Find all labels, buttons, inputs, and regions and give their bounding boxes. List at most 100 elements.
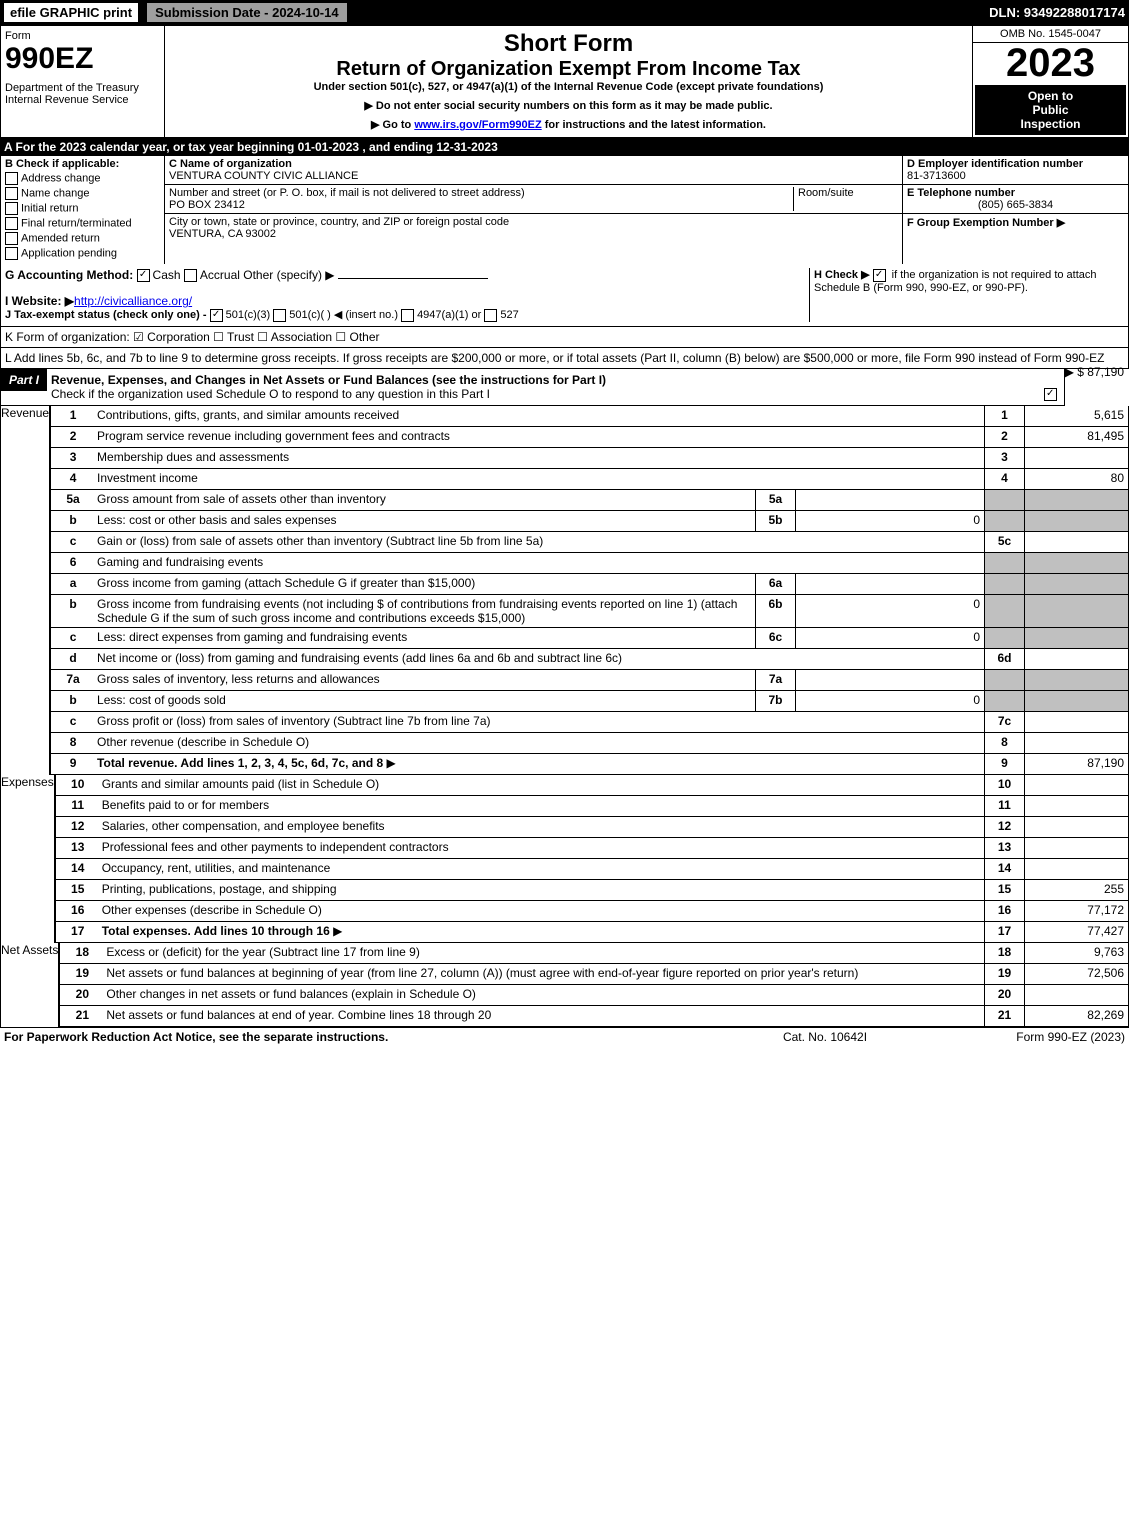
cb-501c3[interactable] bbox=[210, 309, 223, 322]
line-7c: cGross profit or (loss) from sales of in… bbox=[50, 712, 1129, 733]
website-row: I Website: ▶http://civicalliance.org/ bbox=[5, 294, 809, 308]
line-6b: bGross income from fundraising events (n… bbox=[50, 595, 1129, 628]
row-a: A For the 2023 calendar year, or tax yea… bbox=[0, 138, 1129, 156]
line-6: 6Gaming and fundraising events bbox=[50, 553, 1129, 574]
cb-address[interactable]: Address change bbox=[5, 172, 160, 185]
instr2-pre: ▶ Go to bbox=[371, 119, 414, 131]
part1-title: Revenue, Expenses, and Changes in Net As… bbox=[47, 369, 1064, 405]
expenses-label: Expenses bbox=[1, 775, 55, 943]
tel: (805) 665-3834 bbox=[907, 199, 1124, 211]
line-7b: bLess: cost of goods sold7b0 bbox=[50, 691, 1129, 712]
line-13: 13Professional fees and other payments t… bbox=[55, 838, 1129, 859]
section-note: Under section 501(c), 527, or 4947(a)(1)… bbox=[169, 81, 968, 93]
line-3: 3Membership dues and assessments3 bbox=[50, 448, 1129, 469]
tax-status-row: J Tax-exempt status (check only one) - 5… bbox=[5, 308, 809, 322]
street: PO BOX 23412 bbox=[169, 199, 793, 211]
line-5c: cGain or (loss) from sale of assets othe… bbox=[50, 532, 1129, 553]
street-row: Number and street (or P. O. box, if mail… bbox=[165, 185, 902, 214]
info-grid: B Check if applicable: Address change Na… bbox=[0, 156, 1129, 264]
cb-h[interactable] bbox=[873, 269, 886, 282]
line-4: 4Investment income480 bbox=[50, 469, 1129, 490]
row-k: K Form of organization: ☑ Corporation ☐ … bbox=[0, 327, 1129, 348]
org-name: VENTURA COUNTY CIVIC ALLIANCE bbox=[169, 170, 898, 182]
tel-label: E Telephone number bbox=[907, 187, 1124, 199]
footer: For Paperwork Reduction Act Notice, see … bbox=[0, 1027, 1129, 1046]
line-2: 2Program service revenue including gover… bbox=[50, 427, 1129, 448]
line-6c: cLess: direct expenses from gaming and f… bbox=[50, 628, 1129, 649]
cb-initial[interactable]: Initial return bbox=[5, 202, 160, 215]
city-label: City or town, state or province, country… bbox=[169, 216, 898, 228]
org-name-label: C Name of organization bbox=[169, 158, 898, 170]
header-center: Short Form Return of Organization Exempt… bbox=[165, 26, 972, 137]
website-link[interactable]: http://civicalliance.org/ bbox=[74, 294, 192, 308]
open-inspection: Open to Public Inspection bbox=[975, 85, 1126, 135]
cb-cash[interactable] bbox=[137, 269, 150, 282]
footer-right: Form 990-EZ (2023) bbox=[925, 1030, 1125, 1044]
top-bar: efile GRAPHIC print Submission Date - 20… bbox=[0, 0, 1129, 25]
section-h: H Check ▶ if the organization is not req… bbox=[809, 268, 1124, 322]
ein-label: D Employer identification number bbox=[907, 158, 1124, 170]
col-c: C Name of organization VENTURA COUNTY CI… bbox=[165, 156, 902, 264]
line-21: 21Net assets or fund balances at end of … bbox=[59, 1006, 1129, 1027]
cb-4947[interactable] bbox=[401, 309, 414, 322]
row-l: L Add lines 5b, 6c, and 7b to line 9 to … bbox=[0, 348, 1129, 369]
section-g-left: G Accounting Method: Cash Accrual Other … bbox=[5, 268, 809, 322]
room-label: Room/suite bbox=[793, 187, 898, 211]
cb-amended[interactable]: Amended return bbox=[5, 232, 160, 245]
open2: Public bbox=[979, 103, 1122, 117]
tel-row: E Telephone number (805) 665-3834 bbox=[903, 185, 1128, 214]
line-9: 9Total revenue. Add lines 1, 2, 3, 4, 5c… bbox=[50, 754, 1129, 775]
short-form: Short Form bbox=[169, 30, 968, 58]
part1-header: Part I Revenue, Expenses, and Changes in… bbox=[0, 369, 1065, 406]
cb-final[interactable]: Final return/terminated bbox=[5, 217, 160, 230]
section-g: G Accounting Method: Cash Accrual Other … bbox=[0, 264, 1129, 327]
dln: DLN: 93492288017174 bbox=[989, 5, 1125, 20]
cb-pending[interactable]: Application pending bbox=[5, 247, 160, 260]
line-14: 14Occupancy, rent, utilities, and mainte… bbox=[55, 859, 1129, 880]
row-l-amount: ▶ $ 87,190 bbox=[1065, 365, 1124, 379]
city: VENTURA, CA 93002 bbox=[169, 228, 898, 240]
cb-527[interactable] bbox=[484, 309, 497, 322]
line-5a: 5aGross amount from sale of assets other… bbox=[50, 490, 1129, 511]
line-11: 11Benefits paid to or for members11 bbox=[55, 796, 1129, 817]
instr-ssn: ▶ Do not enter social security numbers o… bbox=[169, 99, 968, 112]
cb-name[interactable]: Name change bbox=[5, 187, 160, 200]
irs-link[interactable]: www.irs.gov/Form990EZ bbox=[414, 119, 541, 131]
line-5b: bLess: cost or other basis and sales exp… bbox=[50, 511, 1129, 532]
net-assets-label: Net Assets bbox=[1, 943, 59, 1027]
part1-label: Part I bbox=[1, 369, 47, 391]
line-8: 8Other revenue (describe in Schedule O)8 bbox=[50, 733, 1129, 754]
street-label: Number and street (or P. O. box, if mail… bbox=[169, 187, 793, 199]
line-12: 12Salaries, other compensation, and empl… bbox=[55, 817, 1129, 838]
form-label: Form bbox=[5, 30, 160, 42]
dept: Department of the Treasury Internal Reve… bbox=[5, 82, 160, 106]
cb-schedule-o[interactable] bbox=[1044, 388, 1057, 401]
col-d: D Employer identification number 81-3713… bbox=[902, 156, 1128, 264]
line-17: 17Total expenses. Add lines 10 through 1… bbox=[55, 922, 1129, 943]
line-16: 16Other expenses (describe in Schedule O… bbox=[55, 901, 1129, 922]
header-right: OMB No. 1545-0047 2023 Open to Public In… bbox=[972, 26, 1128, 137]
cb-501c[interactable] bbox=[273, 309, 286, 322]
acct-method: G Accounting Method: Cash Accrual Other … bbox=[5, 268, 809, 282]
ein-row: D Employer identification number 81-3713… bbox=[903, 156, 1128, 185]
group-row: F Group Exemption Number ▶ bbox=[903, 214, 1128, 231]
return-title: Return of Organization Exempt From Incom… bbox=[169, 58, 968, 81]
line-20: 20Other changes in net assets or fund ba… bbox=[59, 985, 1129, 1006]
line-1: 1Contributions, gifts, grants, and simil… bbox=[50, 406, 1129, 427]
open1: Open to bbox=[979, 89, 1122, 103]
revenue-label: Revenue bbox=[1, 406, 50, 775]
ein: 81-3713600 bbox=[907, 170, 1124, 182]
efile-label: efile GRAPHIC print bbox=[4, 3, 138, 22]
group-label: F Group Exemption Number ▶ bbox=[907, 216, 1124, 229]
header: Form 990EZ Department of the Treasury In… bbox=[0, 25, 1129, 138]
cb-accrual[interactable] bbox=[184, 269, 197, 282]
footer-mid: Cat. No. 10642I bbox=[725, 1030, 925, 1044]
footer-left: For Paperwork Reduction Act Notice, see … bbox=[4, 1030, 725, 1044]
submission-date: Submission Date - 2024-10-14 bbox=[146, 2, 348, 23]
line-7a: 7aGross sales of inventory, less returns… bbox=[50, 670, 1129, 691]
instr-goto: ▶ Go to www.irs.gov/Form990EZ for instru… bbox=[169, 118, 968, 131]
col-b: B Check if applicable: Address change Na… bbox=[1, 156, 165, 264]
org-name-row: C Name of organization VENTURA COUNTY CI… bbox=[165, 156, 902, 185]
tax-year: 2023 bbox=[973, 43, 1128, 83]
line-18: 18Excess or (deficit) for the year (Subt… bbox=[59, 943, 1129, 964]
